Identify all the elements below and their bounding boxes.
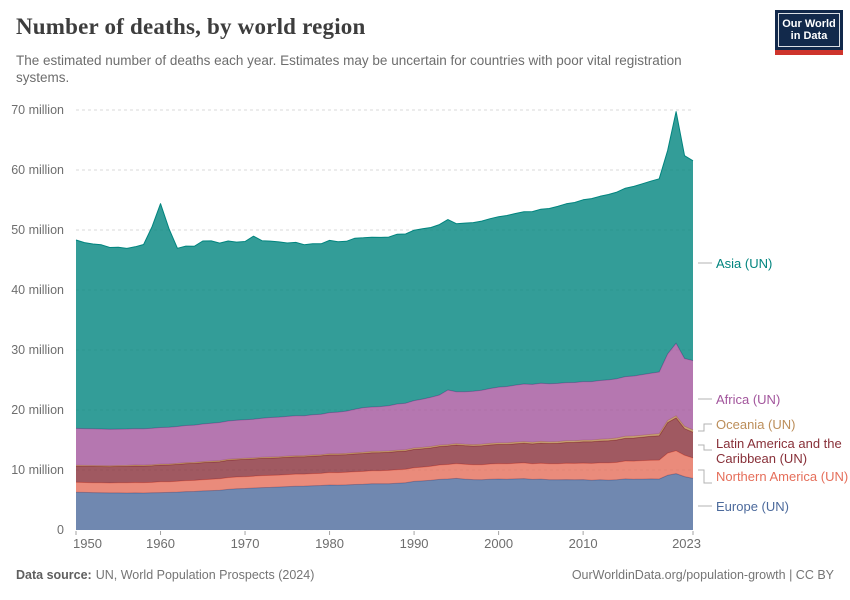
y-axis-label-50: 50 million <box>11 223 64 237</box>
x-axis-label-1970: 1970 <box>230 536 260 551</box>
owid-url-link[interactable]: OurWorldinData.org/population-growth <box>571 568 786 582</box>
area-top-line-asia-un <box>75 111 694 249</box>
chart-subtitle: The estimated number of deaths each year… <box>16 53 682 85</box>
y-axis-label-20: 20 million <box>11 403 64 417</box>
legend-item-oceania-un[interactable]: Oceania (UN) <box>716 417 796 432</box>
legend-item-latin-america-and-the-caribbean-un[interactable]: Latin America and the Caribbean (UN) <box>716 436 842 466</box>
legend-item-asia-un[interactable]: Asia (UN) <box>716 256 773 271</box>
data-source-label: Data source: <box>16 568 92 582</box>
owid-logo-line1: Our World <box>782 17 836 30</box>
owid-logo-text: Our World in Data <box>778 13 840 47</box>
y-axis-label-60: 60 million <box>11 163 64 177</box>
y-axis-label-0: 0 <box>57 523 64 537</box>
y-axis-label-70: 70 million <box>11 103 64 117</box>
y-axis-label-40: 40 million <box>11 283 64 297</box>
legend-item-northern-america-un[interactable]: Northern America (UN) <box>716 469 849 484</box>
owid-logo-line2: in Data <box>790 30 828 42</box>
owid-logo-redbar <box>775 50 843 55</box>
area-europe-un[interactable] <box>76 473 693 530</box>
x-axis-label-1960: 1960 <box>146 536 175 551</box>
x-axis-label-2000: 2000 <box>484 536 514 551</box>
footer-rights: OurWorldinData.org/population-growth | C… <box>572 568 834 582</box>
y-axis-label-30: 30 million <box>11 343 64 357</box>
x-axis-label-1990: 1990 <box>399 536 429 551</box>
data-source-text: UN, World Population Prospects (2024) <box>95 568 315 582</box>
footer-separator: | <box>785 568 796 582</box>
legend-connector-northern-america-un <box>698 469 712 484</box>
x-axis-label-1950: 1950 <box>73 536 102 551</box>
area-northern-america-un[interactable] <box>76 450 693 493</box>
legend-item-africa-un[interactable]: Africa (UN) <box>716 392 781 407</box>
data-source-note: Data source: UN, World Population Prospec… <box>16 568 314 582</box>
cc-by-link[interactable]: CC BY <box>795 568 834 582</box>
y-axis-label-10: 10 million <box>11 463 64 477</box>
x-axis-label-1980: 1980 <box>315 536 344 551</box>
x-axis-label-2023: 2023 <box>672 536 701 551</box>
legend-connector-oceania-un <box>698 423 712 432</box>
legend-item-europe-un[interactable]: Europe (UN) <box>716 499 789 514</box>
owid-logo: Our World in Data <box>775 10 843 55</box>
area-latin-america-and-the-caribbean-un[interactable] <box>76 417 693 483</box>
area-asia-un[interactable] <box>76 111 693 430</box>
area-africa-un[interactable] <box>76 343 693 466</box>
page-title: Number of deaths, by world region <box>16 14 366 39</box>
legend-connector-latin-america-and-the-caribbean-un <box>698 444 712 451</box>
x-axis-label-2010: 2010 <box>568 536 598 551</box>
